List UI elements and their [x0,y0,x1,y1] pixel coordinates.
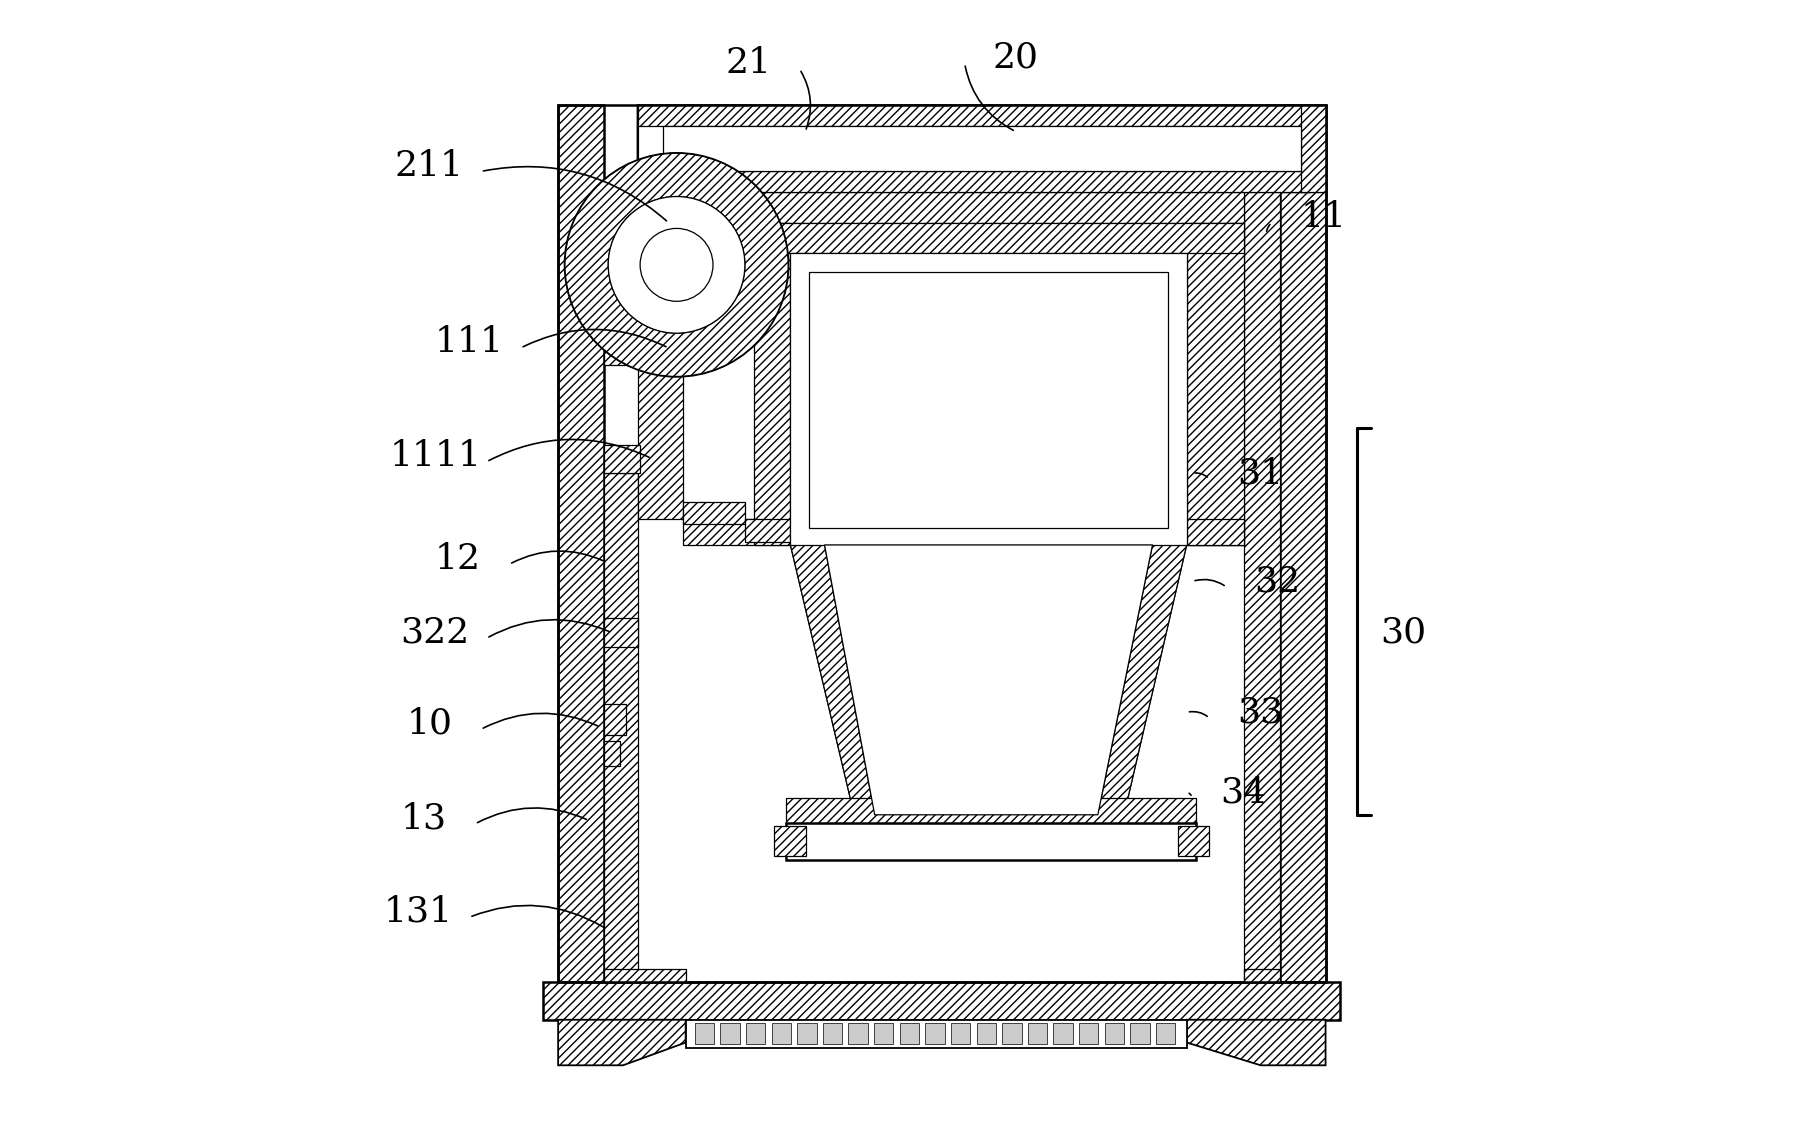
Polygon shape [790,545,1187,815]
Circle shape [640,228,713,301]
Bar [951,1024,971,1043]
Bar [720,1024,740,1043]
Polygon shape [543,983,1340,1020]
Text: 31: 31 [1238,456,1284,490]
Bar [1054,1024,1073,1043]
Bar [1156,1024,1174,1043]
Polygon shape [557,105,604,983]
Polygon shape [639,105,1326,192]
Polygon shape [1187,519,1243,545]
Polygon shape [684,519,1243,545]
Circle shape [565,153,788,376]
Polygon shape [639,105,1326,125]
Polygon shape [824,545,1153,815]
Text: 33: 33 [1238,695,1284,730]
Polygon shape [604,741,619,766]
Text: 12: 12 [435,542,482,576]
Polygon shape [639,171,1326,192]
Text: 11: 11 [1301,200,1346,234]
Polygon shape [1099,545,1187,815]
Bar [976,1024,996,1043]
Polygon shape [557,1020,686,1065]
Bar [900,1024,918,1043]
Text: 30: 30 [1380,616,1425,650]
Polygon shape [604,618,639,648]
Polygon shape [684,502,745,524]
Wedge shape [565,153,788,376]
Polygon shape [1187,222,1243,545]
Text: 131: 131 [384,895,453,929]
Circle shape [608,196,745,333]
Bar [1131,1024,1149,1043]
Polygon shape [604,473,639,983]
Bar [662,125,1301,171]
Bar [823,1024,842,1043]
Bar [695,1024,714,1043]
Bar [797,1024,817,1043]
Bar [790,253,1187,545]
Polygon shape [754,222,1243,253]
Text: 32: 32 [1254,564,1301,598]
Polygon shape [1187,1020,1326,1065]
Text: 111: 111 [435,325,503,359]
Polygon shape [604,705,626,735]
Bar [1104,1024,1124,1043]
Text: 21: 21 [725,47,772,80]
Polygon shape [639,192,684,365]
Bar [875,1024,893,1043]
Polygon shape [684,192,1243,222]
Polygon shape [790,545,875,815]
Polygon shape [754,222,790,545]
Text: 211: 211 [395,149,464,182]
Text: 322: 322 [400,616,469,650]
Bar [1028,1024,1046,1043]
Polygon shape [745,519,790,542]
Polygon shape [1301,105,1326,192]
Polygon shape [604,969,686,983]
Polygon shape [1243,192,1281,983]
Bar [925,1024,945,1043]
Polygon shape [604,445,640,473]
Text: 34: 34 [1221,775,1266,809]
Polygon shape [639,365,684,519]
Polygon shape [1281,105,1326,983]
Polygon shape [639,188,684,239]
Bar [1079,1024,1099,1043]
Text: 1111: 1111 [390,439,482,473]
Polygon shape [604,336,684,365]
Bar [747,1024,765,1043]
Bar [686,1020,1187,1048]
Polygon shape [787,798,1196,830]
Bar [808,271,1169,528]
Polygon shape [1243,969,1281,983]
Text: 13: 13 [400,801,447,836]
Text: 20: 20 [992,41,1039,74]
Polygon shape [787,823,1196,861]
Bar [774,826,806,856]
Bar [1178,826,1209,856]
Text: 10: 10 [406,707,453,741]
Bar [848,1024,868,1043]
Bar [1003,1024,1021,1043]
Bar [772,1024,790,1043]
